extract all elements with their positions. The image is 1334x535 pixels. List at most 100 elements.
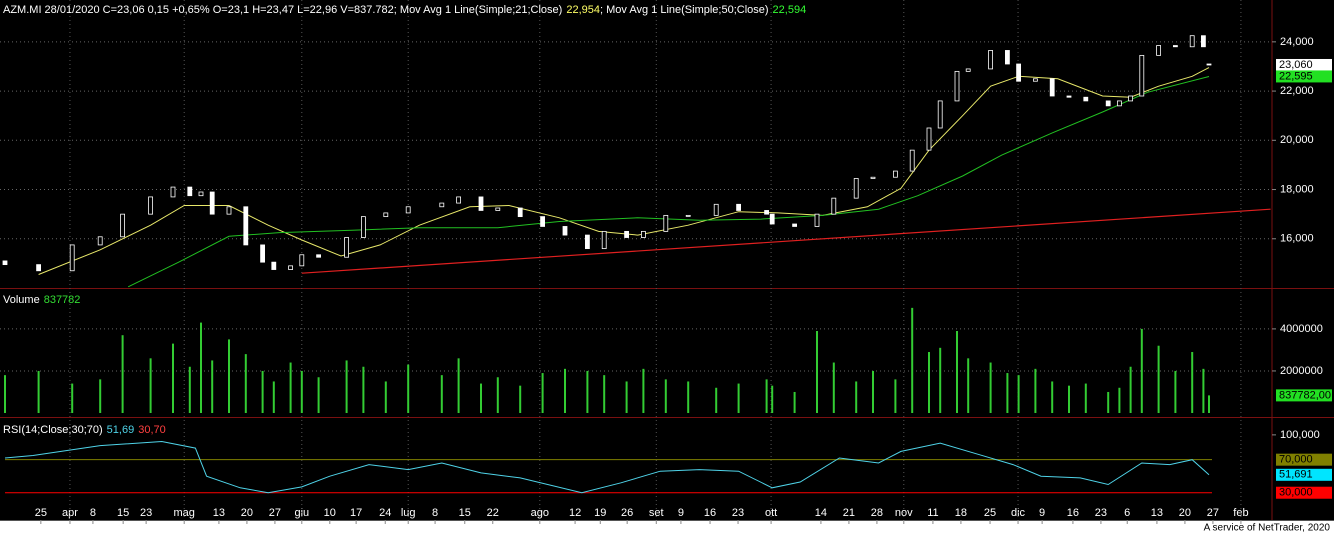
candle bbox=[226, 206, 232, 215]
candle bbox=[439, 202, 445, 208]
bar bbox=[99, 379, 102, 413]
value-box bbox=[1276, 70, 1332, 83]
x-tick-label: 12 bbox=[569, 507, 581, 519]
candle bbox=[243, 206, 249, 246]
bar bbox=[1034, 368, 1037, 413]
bar bbox=[1006, 373, 1009, 413]
bar bbox=[816, 331, 818, 413]
value-box bbox=[1276, 58, 1332, 71]
candle bbox=[641, 230, 646, 238]
y-tick-label: 24,000 bbox=[1280, 36, 1314, 48]
candle bbox=[585, 234, 590, 250]
bar bbox=[261, 370, 264, 413]
candle bbox=[764, 210, 769, 215]
bar bbox=[440, 375, 443, 413]
candle bbox=[148, 196, 154, 215]
candle bbox=[853, 178, 859, 199]
candle bbox=[713, 203, 719, 216]
candle bbox=[478, 196, 484, 211]
candle bbox=[870, 176, 876, 179]
x-tick-label: 11 bbox=[927, 507, 938, 519]
title-part: 22,954 bbox=[566, 4, 600, 16]
candle bbox=[814, 213, 820, 227]
x-tick-label: 22 bbox=[487, 507, 499, 519]
x-tick-label: 8 bbox=[432, 507, 438, 519]
y-tick-label: 18,000 bbox=[1280, 183, 1314, 195]
x-tick-label: 9 bbox=[1039, 507, 1045, 519]
candle bbox=[36, 264, 41, 272]
title-part: Volume bbox=[3, 294, 40, 306]
bar bbox=[687, 381, 690, 413]
bar bbox=[1191, 352, 1194, 413]
x-tick-label: 18 bbox=[955, 507, 967, 519]
x-tick-label: 27 bbox=[269, 507, 281, 519]
line bbox=[127, 76, 1210, 288]
x-tick-label: 13 bbox=[1151, 507, 1163, 519]
footer: A service of NetTrader, 2020 bbox=[1204, 523, 1331, 534]
x-tick-label: 16 bbox=[1067, 507, 1079, 519]
bar bbox=[496, 377, 499, 413]
x-tick-label: 19 bbox=[594, 507, 606, 519]
bar bbox=[1202, 368, 1205, 413]
bar bbox=[989, 362, 992, 413]
candle bbox=[1033, 78, 1038, 82]
x-tick-label: 6 bbox=[1124, 507, 1130, 519]
panel-title: AZM.MI 28/01/2020 C=23,06 0,15 +0,65% O=… bbox=[3, 4, 806, 16]
x-tick-label: 25 bbox=[984, 507, 996, 519]
bar bbox=[272, 381, 275, 413]
bar bbox=[603, 375, 606, 413]
bar bbox=[289, 362, 292, 413]
bar bbox=[1051, 381, 1054, 413]
candle bbox=[1139, 54, 1145, 97]
y-tick-label: 22,000 bbox=[1280, 85, 1314, 97]
candle bbox=[187, 186, 193, 197]
bar bbox=[188, 366, 191, 413]
candle bbox=[909, 149, 915, 172]
bar bbox=[928, 352, 930, 413]
line bbox=[301, 208, 1271, 274]
bar bbox=[480, 383, 482, 413]
bar bbox=[832, 362, 835, 413]
x-tick-label: 23 bbox=[732, 507, 744, 519]
bar bbox=[1107, 391, 1110, 413]
bar bbox=[1017, 375, 1020, 413]
bar bbox=[855, 381, 858, 413]
value-box-label: 837782,00 bbox=[1279, 389, 1331, 401]
bar bbox=[37, 370, 40, 413]
bar bbox=[4, 375, 6, 413]
bar bbox=[586, 370, 589, 413]
x-tick-label: 16 bbox=[704, 507, 716, 519]
bar bbox=[737, 383, 740, 413]
title-part: ; Mov Avg 1 Line(Simple;50;Close) bbox=[600, 4, 769, 16]
candle bbox=[1005, 50, 1010, 65]
bar bbox=[1129, 366, 1132, 413]
candle bbox=[1049, 78, 1055, 97]
value-box bbox=[1276, 389, 1332, 402]
candle bbox=[792, 223, 797, 227]
candle bbox=[360, 216, 366, 238]
bar bbox=[967, 358, 970, 413]
bar bbox=[149, 358, 152, 413]
bar bbox=[1140, 328, 1143, 413]
value-box-label: 23,060 bbox=[1279, 59, 1313, 71]
line bbox=[38, 67, 1210, 275]
candle bbox=[562, 226, 568, 236]
candle bbox=[1016, 63, 1021, 82]
title-part: RSI(14;Close;30;70) bbox=[3, 424, 103, 436]
bar bbox=[317, 377, 320, 413]
bar bbox=[1157, 345, 1160, 413]
candle bbox=[288, 265, 294, 270]
bar bbox=[384, 381, 387, 413]
bar bbox=[793, 391, 796, 413]
bar bbox=[625, 381, 628, 413]
candle bbox=[1128, 95, 1133, 102]
level-box bbox=[1276, 486, 1332, 499]
bar bbox=[1208, 395, 1210, 413]
bar bbox=[1068, 385, 1070, 413]
value-box-label: 22,595 bbox=[1279, 70, 1313, 82]
candle bbox=[495, 207, 501, 211]
candle bbox=[601, 230, 607, 250]
